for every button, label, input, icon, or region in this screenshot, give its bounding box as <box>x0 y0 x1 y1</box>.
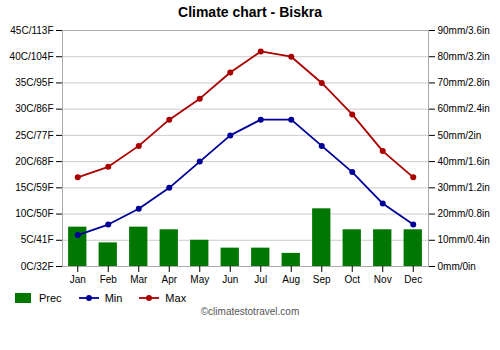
svg-text:Aug: Aug <box>282 274 300 285</box>
svg-text:May: May <box>190 274 209 285</box>
svg-text:Nov: Nov <box>374 274 392 285</box>
html-text:Climate chart - Biskra: Climate chart - Biskra <box>178 4 322 20</box>
svg-text:15C/59F: 15C/59F <box>15 182 53 193</box>
svg-text:Apr: Apr <box>161 274 177 285</box>
svg-text:45C/113F: 45C/113F <box>10 25 53 36</box>
svg-text:60mm/2.4in: 60mm/2.4in <box>438 103 490 114</box>
svg-text:Jul: Jul <box>254 274 267 285</box>
svg-text:35C/95F: 35C/95F <box>15 77 53 88</box>
svg-text:Jun: Jun <box>222 274 238 285</box>
svg-text:Dec: Dec <box>404 274 422 285</box>
svg-text:70mm/2.8in: 70mm/2.8in <box>438 77 490 88</box>
svg-text:Oct: Oct <box>344 274 360 285</box>
svg-text:Mar: Mar <box>130 274 148 285</box>
svg-text:0C/32F: 0C/32F <box>21 261 54 272</box>
svg-text:90mm/3.6in: 90mm/3.6in <box>438 25 490 36</box>
svg-text:40C/104F: 40C/104F <box>10 51 54 62</box>
svg-text:50mm/2in: 50mm/2in <box>438 130 482 141</box>
svg-text:10mm/0.4in: 10mm/0.4in <box>438 234 490 245</box>
svg-text:40mm/1.6in: 40mm/1.6in <box>438 156 490 167</box>
svg-text:20C/68F: 20C/68F <box>15 156 53 167</box>
svg-text:Jan: Jan <box>70 274 86 285</box>
svg-text:Feb: Feb <box>100 274 118 285</box>
svg-text:10C/50F: 10C/50F <box>15 208 53 219</box>
svg-text:80mm/3.2in: 80mm/3.2in <box>438 51 490 62</box>
html-text:Max: Max <box>165 292 187 304</box>
html-text:Min: Min <box>104 292 123 304</box>
svg-text:30C/86F: 30C/86F <box>15 103 53 114</box>
html-text:©climatestotravel.com: ©climatestotravel.com <box>200 306 300 317</box>
svg-text:Sep: Sep <box>313 274 331 285</box>
svg-text:25C/77F: 25C/77F <box>15 130 53 141</box>
html-text:Prec: Prec <box>39 292 62 304</box>
svg-text:5C/41F: 5C/41F <box>21 234 54 245</box>
svg-text:20mm/0.8in: 20mm/0.8in <box>438 208 490 219</box>
svg-text:0mm/0in: 0mm/0in <box>438 261 476 272</box>
svg-text:30mm/1.2in: 30mm/1.2in <box>438 182 490 193</box>
